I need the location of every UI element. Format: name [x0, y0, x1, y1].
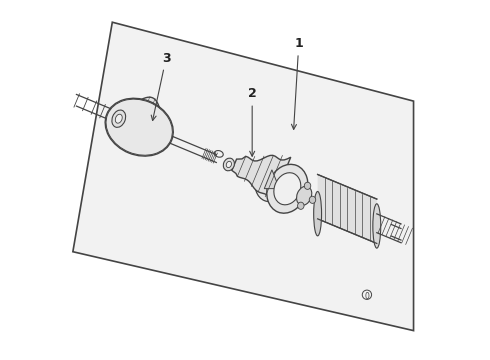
Ellipse shape: [112, 110, 125, 127]
Ellipse shape: [119, 108, 167, 149]
Polygon shape: [318, 175, 377, 243]
Ellipse shape: [255, 163, 289, 202]
Ellipse shape: [226, 161, 231, 168]
Ellipse shape: [296, 186, 312, 205]
Ellipse shape: [124, 112, 165, 147]
Ellipse shape: [297, 202, 304, 209]
Ellipse shape: [112, 104, 170, 152]
Ellipse shape: [130, 116, 163, 144]
Polygon shape: [264, 170, 279, 189]
Ellipse shape: [115, 114, 122, 123]
Ellipse shape: [274, 173, 301, 205]
Ellipse shape: [304, 182, 311, 189]
Ellipse shape: [309, 196, 316, 203]
Polygon shape: [232, 156, 291, 201]
Text: 3: 3: [151, 51, 171, 121]
Polygon shape: [73, 22, 414, 330]
Ellipse shape: [223, 158, 234, 171]
Polygon shape: [118, 97, 163, 149]
Ellipse shape: [267, 165, 308, 213]
Ellipse shape: [106, 99, 172, 155]
Ellipse shape: [373, 204, 381, 248]
Text: 1: 1: [292, 37, 303, 129]
Ellipse shape: [135, 120, 161, 141]
Ellipse shape: [314, 192, 321, 236]
Text: 0: 0: [365, 292, 369, 301]
Text: 2: 2: [248, 87, 257, 156]
